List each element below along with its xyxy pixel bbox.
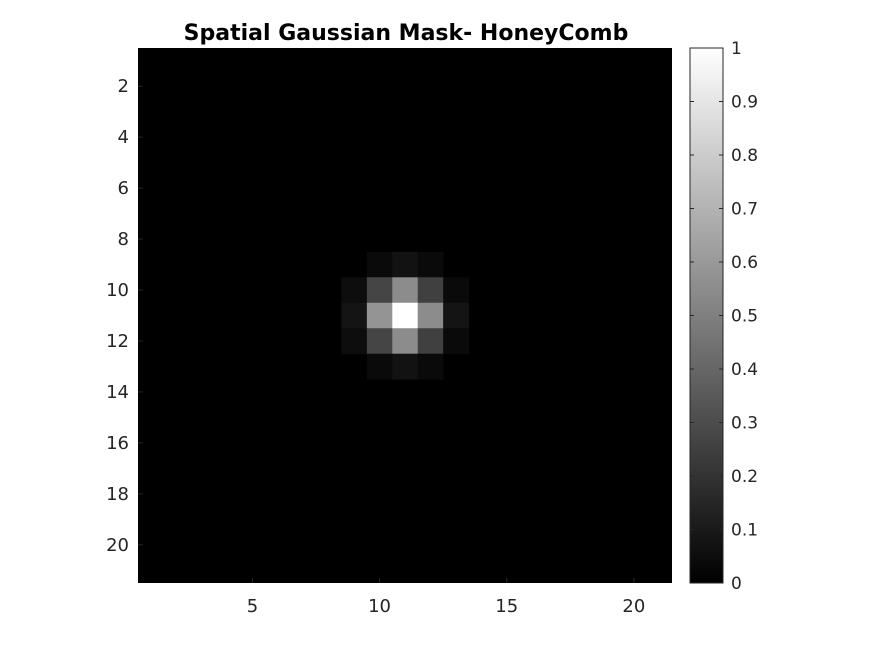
heatmap-cell	[392, 328, 419, 355]
heatmap-cell	[417, 353, 444, 380]
heatmap-cell	[366, 353, 393, 380]
colorbar-tick-label: 0.4	[731, 360, 758, 380]
colorbar-tick-label: 1	[731, 39, 742, 59]
y-axis: 2 4 6 8 10 12 14 16 18 20	[106, 76, 143, 556]
y-tick-label: 6	[118, 178, 129, 199]
y-tick-label: 2	[118, 76, 129, 97]
chart-title: Spatial Gaussian Mask- HoneyComb	[184, 21, 629, 46]
x-tick-label: 15	[495, 596, 518, 617]
heatmap-cell	[392, 302, 419, 329]
colorbar-tick-label: 0.9	[731, 93, 758, 113]
heatmap-cell	[392, 251, 419, 278]
y-tick-label: 8	[118, 229, 129, 250]
y-tick-label: 20	[106, 535, 129, 556]
colorbar-tick-label: 0.6	[731, 253, 758, 273]
y-tick-label: 12	[106, 331, 129, 352]
heatmap-cell	[417, 328, 444, 355]
heatmap-cell	[341, 328, 368, 355]
colorbar-tick-label: 0.3	[731, 414, 758, 434]
heatmap-cell	[417, 302, 444, 329]
colorbar-tick-label: 0.2	[731, 467, 758, 487]
x-tick-label: 20	[622, 596, 645, 617]
heatmap-cell	[366, 277, 393, 304]
y-tick-label: 4	[118, 127, 129, 148]
colorbar-tick-label: 0.8	[731, 146, 758, 166]
x-axis: 5 10 15 20	[247, 578, 645, 617]
plot-area	[138, 48, 672, 583]
colorbar-tick-label: 0.5	[731, 307, 758, 327]
heatmap-cell	[417, 251, 444, 278]
heatmap-cell	[443, 302, 469, 329]
heatmap-cell	[443, 277, 469, 304]
y-tick-label: 18	[106, 484, 129, 505]
y-tick-label: 14	[106, 382, 129, 403]
heatmap-cell	[341, 302, 368, 329]
heatmap-cell	[366, 328, 393, 355]
heatmap-cell	[417, 277, 444, 304]
colorbar-tick-label: 0.1	[731, 521, 758, 541]
heatmap-cell	[392, 353, 419, 380]
x-tick-label: 5	[247, 596, 258, 617]
x-tick-label: 10	[368, 596, 391, 617]
heatmap-cell	[341, 277, 368, 304]
colorbar-gradient	[689, 47, 724, 584]
heatmap-cell	[392, 277, 419, 304]
colorbar-tick-label: 0.7	[731, 200, 758, 220]
y-tick-label: 10	[106, 280, 129, 301]
heatmap-cell	[443, 328, 469, 355]
heatmap-cells	[341, 251, 469, 380]
heatmap-cell	[366, 251, 393, 278]
heatmap-cell	[366, 302, 393, 329]
y-tick-label: 16	[106, 433, 129, 454]
colorbar-ticks: 0 0.1 0.2 0.3 0.4 0.5 0.6 0.7 0.8 0.9 1	[690, 39, 758, 594]
colorbar: 0 0.1 0.2 0.3 0.4 0.5 0.6 0.7 0.8 0.9 1	[689, 39, 758, 594]
colorbar-tick-label: 0	[731, 574, 742, 594]
